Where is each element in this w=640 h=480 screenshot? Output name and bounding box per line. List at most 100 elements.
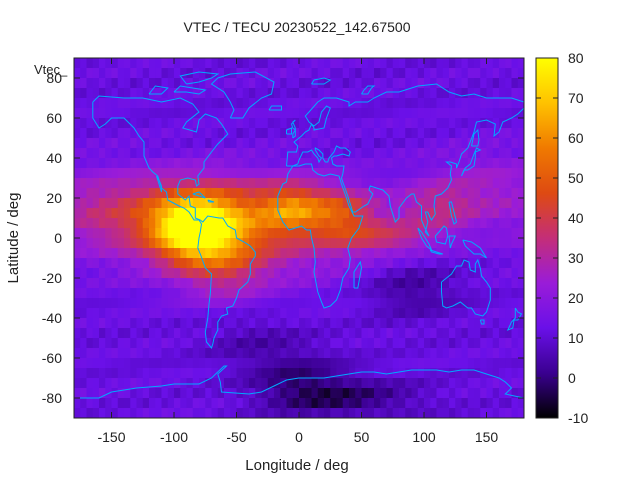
heatmap-cell [242, 218, 250, 229]
heatmap-cell [474, 138, 481, 149]
heatmap-cell [117, 388, 125, 399]
heatmap-cell [449, 368, 456, 379]
heatmap-cell [99, 248, 106, 259]
heatmap-cell [274, 348, 281, 359]
heatmap-cell [130, 268, 138, 279]
heatmap-cell [505, 188, 513, 199]
heatmap-cell [380, 248, 388, 259]
heatmap-cell [511, 358, 519, 369]
heatmap-cell [80, 178, 88, 189]
heatmap-cell [399, 78, 406, 89]
heatmap-cell [449, 238, 456, 249]
heatmap-cell [211, 378, 219, 389]
heatmap-cell [74, 68, 81, 79]
heatmap-cell [155, 128, 163, 139]
heatmap-cell [117, 398, 125, 409]
heatmap-cell [155, 408, 163, 418]
y-tick-label: -40 [42, 310, 62, 326]
heatmap-cell [405, 208, 413, 219]
heatmap-cell [211, 308, 219, 319]
heatmap-cell [517, 248, 524, 259]
heatmap-cell [405, 258, 413, 269]
heatmap-cell [180, 158, 188, 169]
heatmap-cell [499, 138, 506, 149]
heatmap-cell [336, 408, 344, 418]
heatmap-cell [92, 298, 100, 309]
y-tick-label: -60 [42, 350, 62, 366]
heatmap-cell [324, 318, 331, 329]
heatmap-cell [317, 348, 325, 359]
heatmap-cell [180, 358, 188, 369]
heatmap-cell [336, 378, 344, 389]
heatmap-cell [224, 268, 231, 279]
heatmap-cell [242, 378, 250, 389]
heatmap-cell [324, 308, 331, 319]
heatmap-cell [224, 168, 231, 179]
heatmap-cell [411, 68, 419, 79]
heatmap-cell [386, 278, 394, 289]
heatmap-cell [349, 178, 356, 189]
heatmap-cell [130, 218, 138, 229]
coastline-path [207, 199, 215, 203]
heatmap-cell [449, 388, 456, 399]
heatmap-cell [105, 348, 113, 359]
heatmap-cell [317, 338, 325, 349]
heatmap-cell [130, 98, 138, 109]
heatmap-cell [392, 88, 400, 99]
heatmap-cell [374, 388, 381, 399]
heatmap-cell [111, 208, 119, 219]
heatmap-cell [374, 308, 381, 319]
heatmap-cell [280, 268, 288, 279]
heatmap-cell [149, 368, 156, 379]
heatmap-cell [199, 78, 206, 89]
heatmap-cell [392, 318, 400, 329]
heatmap-cell [74, 98, 81, 109]
heatmap-cell [461, 238, 469, 249]
heatmap-cell [242, 348, 250, 359]
heatmap-cell [236, 398, 244, 409]
heatmap-cell [267, 278, 275, 289]
heatmap-cell [149, 338, 156, 349]
heatmap-cell [449, 138, 456, 149]
heatmap-cell [192, 218, 200, 229]
heatmap-cell [149, 78, 156, 89]
heatmap-cell [480, 88, 488, 99]
heatmap-cell [399, 248, 406, 259]
heatmap-cell [480, 308, 488, 319]
heatmap-cell [130, 388, 138, 399]
heatmap-cell [174, 228, 181, 239]
heatmap-cell [317, 198, 325, 209]
heatmap-cell [374, 268, 381, 279]
heatmap-cell [199, 178, 206, 189]
heatmap-cell [430, 298, 438, 309]
heatmap-cell [486, 268, 494, 279]
heatmap-cell [417, 238, 425, 249]
heatmap-cell [105, 228, 113, 239]
heatmap-cell [74, 398, 81, 409]
heatmap-cell [455, 258, 463, 269]
heatmap-cell [255, 318, 263, 329]
heatmap-cell [130, 178, 138, 189]
heatmap-cell [105, 168, 113, 179]
heatmap-cell [486, 108, 494, 119]
heatmap-cell [511, 188, 519, 199]
heatmap-cell [205, 158, 213, 169]
heatmap-cell [111, 348, 119, 359]
heatmap-cell [86, 308, 94, 319]
heatmap-cell [124, 228, 131, 239]
heatmap-cell [336, 198, 344, 209]
heatmap-cell [361, 158, 369, 169]
heatmap-cell [149, 248, 156, 259]
heatmap-cell [336, 278, 344, 289]
heatmap-cell [386, 288, 394, 299]
heatmap-cell [499, 168, 506, 179]
heatmap-cell [474, 318, 481, 329]
heatmap-cell [361, 238, 369, 249]
heatmap-cell [461, 388, 469, 399]
heatmap-cell [311, 288, 319, 299]
heatmap-cell [74, 258, 81, 269]
heatmap-cell [174, 198, 181, 209]
heatmap-cell [261, 398, 269, 409]
heatmap-cell [511, 118, 519, 129]
heatmap-cell [117, 138, 125, 149]
